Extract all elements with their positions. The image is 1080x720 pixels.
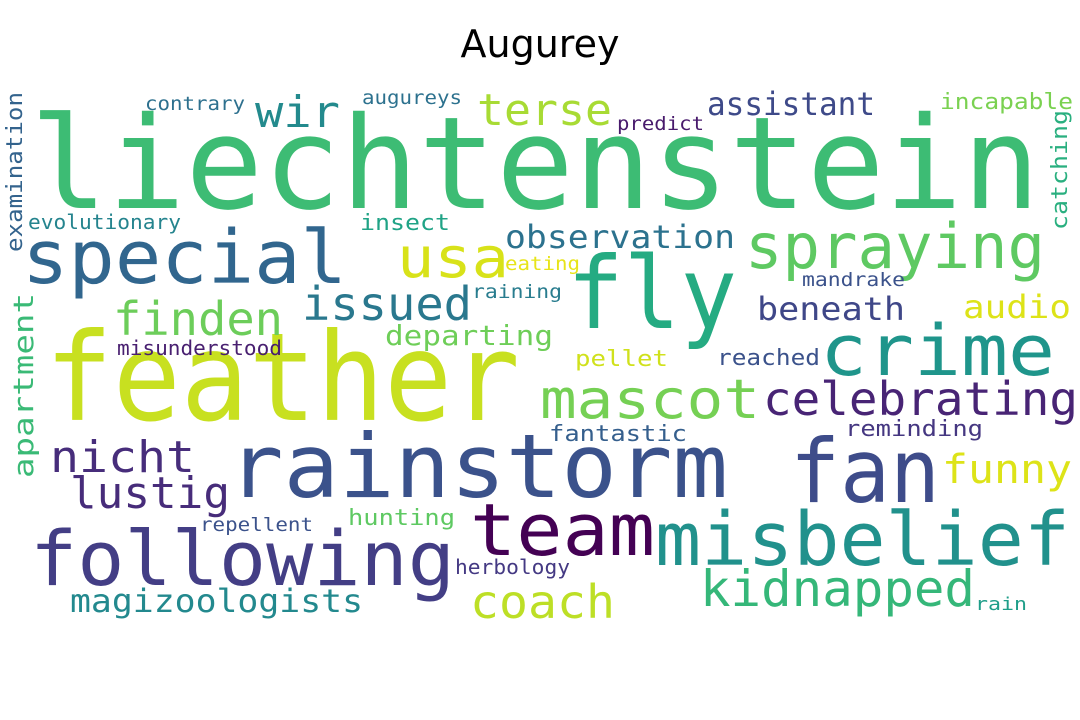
word-assistant: assistant <box>707 85 875 123</box>
word-fantastic: fantastic <box>549 422 687 447</box>
word-apartment: apartment <box>7 293 40 478</box>
word-misbelief: misbelief <box>655 497 1070 583</box>
word-feather: feather <box>45 307 520 449</box>
word-funny: funny <box>942 447 1072 493</box>
word-liechtenstein: liechtenstein <box>30 90 1040 239</box>
word-magizoologists: magizoologists <box>70 582 363 620</box>
word-fly: fly <box>567 235 737 352</box>
word-predict: predict <box>617 113 704 135</box>
word-beneath: beneath <box>757 290 905 328</box>
word-repellent: repellent <box>200 514 313 536</box>
word-issued: issued <box>302 277 472 331</box>
word-team: team <box>470 488 655 572</box>
word-herbology: herbology <box>455 555 570 579</box>
word-audio: audio <box>963 288 1071 326</box>
word-observation: observation <box>505 218 735 256</box>
word-mascot: mascot <box>540 368 760 431</box>
word-wir: wir <box>255 87 340 138</box>
word-hunting: hunting <box>348 506 455 531</box>
word-crime: crime <box>820 310 1055 392</box>
word-coach: coach <box>470 575 615 629</box>
word-insect: insect <box>360 211 450 236</box>
word-contrary: contrary <box>145 93 245 115</box>
word-spraying: spraying <box>745 210 1045 283</box>
word-usa: usa <box>397 226 509 291</box>
word-celebrating: celebrating <box>763 372 1078 426</box>
word-incapable: incapable <box>940 90 1073 115</box>
word-reached: reached <box>717 346 820 371</box>
word-special: special <box>22 215 347 301</box>
word-departing: departing <box>385 319 553 352</box>
word-terse: terse <box>477 85 612 136</box>
word-examination: examination <box>3 92 28 252</box>
word-rainstorm: rainstorm <box>228 415 728 518</box>
word-nicht: nicht <box>50 432 195 483</box>
chart-title: Augurey <box>460 22 620 66</box>
word-reminding: reminding <box>845 417 983 442</box>
word-finden: finden <box>113 292 283 346</box>
word-fan: fan <box>790 420 940 523</box>
word-kidnapped: kidnapped <box>700 560 975 618</box>
word-pellet: pellet <box>575 347 668 372</box>
word-catching: catching <box>1048 110 1073 230</box>
word-raining: raining <box>472 281 562 303</box>
word-eating: eating <box>505 253 580 275</box>
word-evolutionary: evolutionary <box>28 210 181 234</box>
word-augureys: augureys <box>362 87 462 109</box>
word-lustig: lustig <box>70 468 230 519</box>
word-rain: rain <box>975 594 1027 615</box>
word-following: following <box>30 514 455 603</box>
word-misunderstood: misunderstood <box>117 336 282 360</box>
word-mandrake: mandrake <box>802 269 905 291</box>
